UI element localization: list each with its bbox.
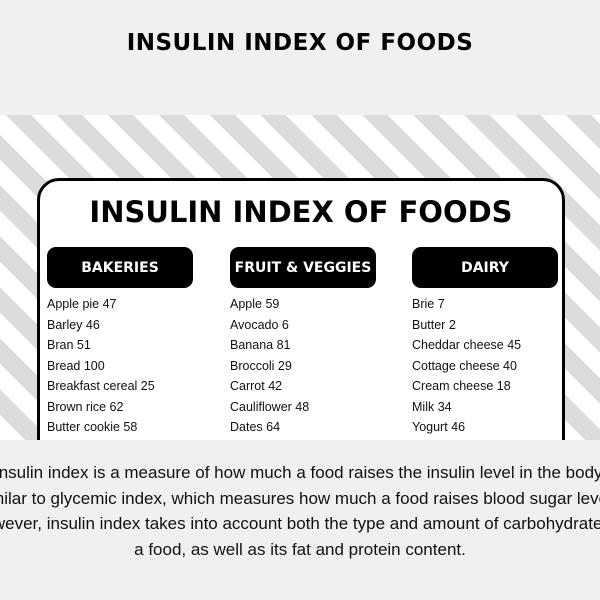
food-column: FRUIT & VEGGIES Apple 59 Avocado 6 Banana 8…	[230, 247, 376, 438]
food-item: Brie 7	[412, 297, 445, 311]
food-item: Cheddar cheese 45	[412, 338, 522, 352]
description-line: However, insulin index takes into accoun…	[0, 514, 600, 533]
food-item: Apple pie 47	[47, 297, 117, 311]
card-title: INSULIN INDEX OF FOODS	[89, 195, 513, 229]
description-line: Similar to glycemic index, which measure…	[0, 488, 600, 508]
food-item: Broccoli 29	[230, 358, 292, 373]
food-item: Bran 51	[47, 338, 91, 352]
column-heading: BAKERIES	[47, 247, 193, 288]
food-item: Dates 64	[230, 420, 281, 434]
food-column: BAKERIES Apple pie 47 Barley 46 Bran 51 Brea…	[47, 247, 193, 440]
description: Insulin index is a measure of how much a…	[0, 460, 600, 562]
description-line: a food, as well as its fat and protein c…	[134, 539, 466, 559]
food-column: DAIRY Brie 7 Butter 2 Cheddar cheese 45 Cott…	[412, 247, 558, 438]
food-item: Milk 34	[412, 399, 452, 414]
food-item: Cream cheese 18	[412, 379, 511, 393]
food-item: Avocado 6	[230, 317, 289, 332]
food-item: Cauliflower 48	[230, 399, 310, 414]
food-item: Brown rice 62	[47, 399, 124, 414]
food-item: Yogurt 46	[412, 420, 466, 434]
food-item: Butter 2	[412, 317, 456, 332]
food-item: Butter cookie 58	[47, 420, 138, 434]
food-list: Brie 7 Butter 2 Cheddar cheese 45 Cottage c…	[412, 294, 558, 438]
food-item: Breakfast cereal 25	[47, 379, 155, 393]
card: INSULIN INDEX OF FOODS BAKERIES Apple pie…	[37, 178, 565, 440]
food-item: Carrot 42	[230, 379, 283, 393]
column-heading: DAIRY	[412, 247, 558, 288]
food-item: Apple 59	[230, 297, 280, 311]
food-item: Bread 100	[47, 358, 105, 373]
page-title: INSULIN INDEX OF FOODS	[126, 30, 474, 56]
description-line: Insulin index is a measure of how much a…	[0, 463, 600, 482]
column-heading: FRUIT & VEGGIES	[230, 247, 376, 288]
food-item: Cottage cheese 40	[412, 358, 517, 373]
food-list: Apple pie 47 Barley 46 Bran 51 Bread 100 Bre…	[47, 294, 193, 440]
food-item: Banana 81	[230, 338, 291, 352]
striped-band: INSULIN INDEX OF FOODS BAKERIES Apple pie…	[0, 115, 600, 440]
food-item: Cake 67	[47, 438, 193, 441]
food-list: Apple 59 Avocado 6 Banana 81 Broccoli 29 Car…	[230, 294, 376, 438]
food-item: Barley 46	[47, 317, 100, 332]
